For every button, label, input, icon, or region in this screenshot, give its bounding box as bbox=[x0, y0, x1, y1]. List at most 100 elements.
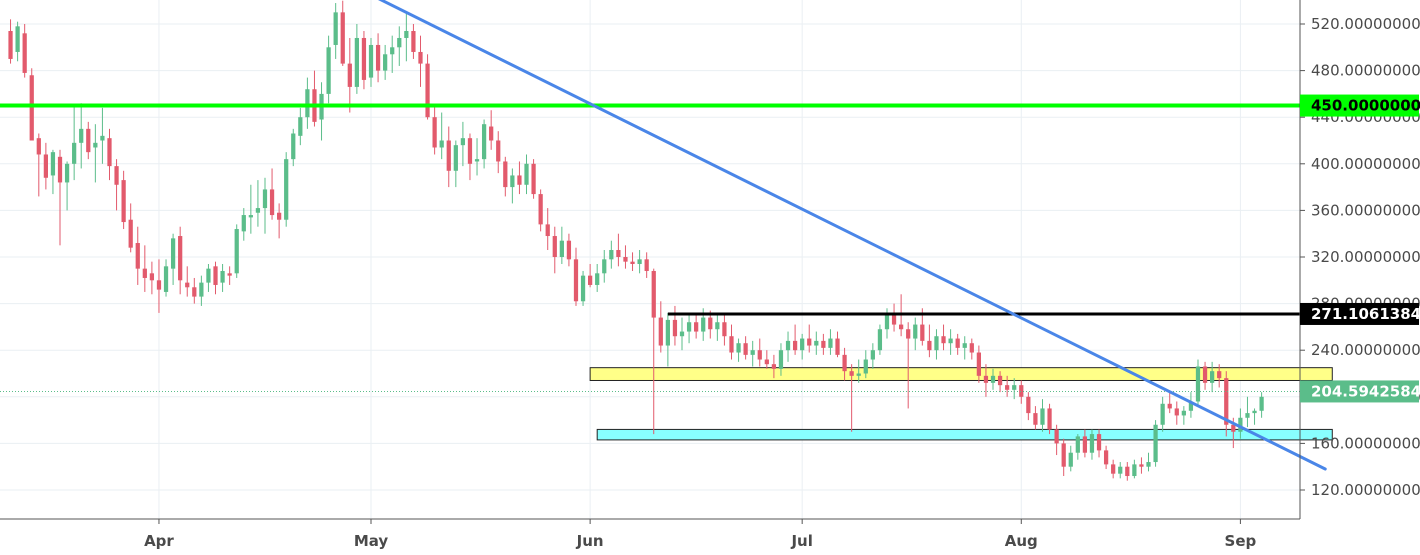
candle-body bbox=[163, 266, 169, 292]
candle bbox=[418, 35, 423, 87]
candle-body bbox=[743, 343, 748, 355]
candle-body bbox=[616, 250, 621, 257]
candle bbox=[1139, 457, 1144, 474]
candle bbox=[771, 354, 777, 379]
price-tag-current-box bbox=[1300, 380, 1419, 403]
candle bbox=[729, 324, 734, 360]
candle bbox=[1181, 406, 1186, 425]
candle bbox=[390, 35, 395, 73]
candle bbox=[481, 119, 487, 169]
candle bbox=[241, 208, 246, 241]
candle-body bbox=[1089, 434, 1095, 453]
candle-body bbox=[170, 238, 176, 269]
candle-body bbox=[149, 273, 155, 281]
candle bbox=[467, 133, 473, 181]
candle-body bbox=[644, 259, 649, 271]
candle bbox=[679, 317, 685, 351]
candle-body bbox=[121, 180, 126, 223]
candle-body bbox=[397, 37, 402, 48]
candle-body bbox=[835, 338, 840, 355]
x-tick-label: Apr bbox=[144, 532, 174, 550]
candle-body bbox=[736, 343, 741, 353]
candle bbox=[72, 105, 77, 181]
price-tag-450-box bbox=[1300, 94, 1419, 117]
candle bbox=[1005, 375, 1010, 397]
candle bbox=[658, 301, 663, 353]
candle bbox=[821, 333, 826, 355]
candle bbox=[312, 70, 317, 127]
candle bbox=[114, 159, 119, 211]
candle-body bbox=[1075, 436, 1080, 453]
candle-body bbox=[404, 30, 409, 38]
candle bbox=[234, 224, 239, 278]
cyan-zone bbox=[596, 428, 1333, 441]
candle-body bbox=[333, 12, 338, 45]
candle-body bbox=[997, 375, 1003, 386]
candle bbox=[948, 329, 953, 355]
y-tick-label: 240.00000000 bbox=[1311, 341, 1420, 359]
candle bbox=[934, 329, 939, 360]
candle bbox=[856, 359, 861, 383]
candle-body bbox=[220, 270, 225, 283]
candle bbox=[1146, 452, 1151, 472]
candle bbox=[644, 252, 649, 278]
candle-body bbox=[800, 338, 805, 351]
candle bbox=[743, 336, 748, 360]
candle bbox=[800, 333, 805, 360]
candle bbox=[1245, 396, 1250, 428]
candle bbox=[1075, 434, 1080, 460]
candle-body bbox=[877, 329, 883, 351]
candle bbox=[814, 331, 819, 355]
candle bbox=[891, 303, 897, 332]
candle-body bbox=[100, 135, 105, 141]
candle-body bbox=[630, 261, 635, 264]
candle-body bbox=[178, 236, 183, 281]
candle-body bbox=[474, 159, 480, 162]
candle bbox=[347, 37, 352, 113]
candle bbox=[354, 24, 359, 94]
price-tag-271: 271.10613846 bbox=[1300, 302, 1420, 325]
candle-body bbox=[1167, 403, 1172, 409]
candle bbox=[213, 261, 218, 295]
candle-body bbox=[828, 338, 833, 348]
candle-body bbox=[821, 340, 826, 348]
candle bbox=[1103, 445, 1109, 470]
candle-body bbox=[580, 275, 586, 302]
candle bbox=[15, 21, 20, 62]
candle bbox=[170, 233, 176, 285]
candle bbox=[524, 154, 529, 195]
price-tag-current: 204.59425844 bbox=[1300, 380, 1420, 403]
candle-body bbox=[595, 273, 600, 285]
candle bbox=[941, 324, 946, 351]
candle bbox=[178, 226, 183, 295]
candle-body bbox=[1033, 413, 1038, 425]
candle-body bbox=[206, 268, 211, 283]
candle bbox=[1195, 359, 1201, 407]
candle-body bbox=[757, 350, 762, 360]
candle-body bbox=[1252, 410, 1257, 414]
candle-body bbox=[354, 37, 359, 87]
candle bbox=[983, 364, 989, 397]
candle-body bbox=[255, 208, 261, 213]
candle-body bbox=[899, 324, 904, 330]
candle-body bbox=[1202, 366, 1208, 383]
candle-body bbox=[114, 166, 119, 185]
candle bbox=[1217, 364, 1222, 388]
candle-body bbox=[213, 266, 218, 285]
candle-body bbox=[1224, 378, 1229, 425]
candle-body bbox=[1082, 436, 1088, 453]
candle bbox=[955, 333, 960, 355]
candle bbox=[79, 103, 84, 169]
candle bbox=[453, 140, 458, 188]
price-tag-450: 450.00000000 bbox=[1300, 94, 1420, 117]
candle-body bbox=[1238, 417, 1243, 432]
candle-body bbox=[446, 140, 451, 171]
candle-body bbox=[538, 194, 543, 225]
candle bbox=[1012, 378, 1017, 400]
candle-body bbox=[588, 275, 593, 285]
candle bbox=[835, 331, 840, 358]
candle-body bbox=[368, 44, 374, 78]
